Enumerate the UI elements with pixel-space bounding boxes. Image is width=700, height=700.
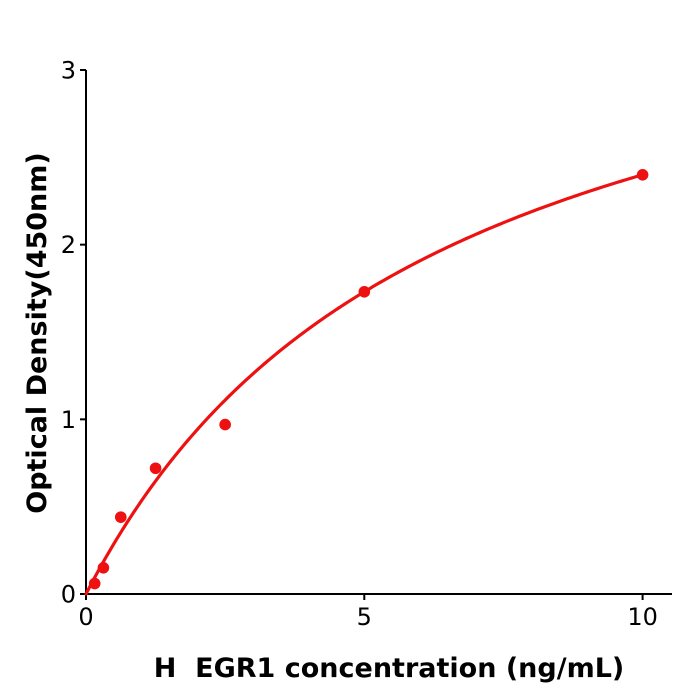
fit-curve — [84, 173, 645, 596]
data-point — [219, 418, 231, 431]
axis-spines — [85, 70, 672, 595]
y-tick-label: 3 — [61, 56, 76, 84]
data-point — [114, 511, 127, 523]
data-point — [97, 562, 110, 574]
y-tick-label: 2 — [61, 231, 76, 259]
data-points — [88, 168, 649, 590]
axes — [80, 68, 672, 600]
tick-labels: 0 5 10 0 1 2 3 — [61, 56, 658, 631]
x-axis-label: H EGR1 concentration (ng/mL) — [154, 653, 625, 684]
data-point — [358, 286, 371, 298]
x-tick-label: 0 — [78, 603, 93, 631]
data-point — [636, 168, 649, 181]
y-tick-label: 0 — [61, 581, 76, 609]
x-tick-label: 10 — [627, 603, 658, 631]
x-tick-label: 5 — [357, 603, 372, 631]
y-tick-label: 1 — [61, 406, 76, 434]
data-point — [88, 577, 101, 590]
y-axis-label: Optical Density(450nm) — [22, 152, 53, 514]
data-point — [149, 462, 162, 475]
